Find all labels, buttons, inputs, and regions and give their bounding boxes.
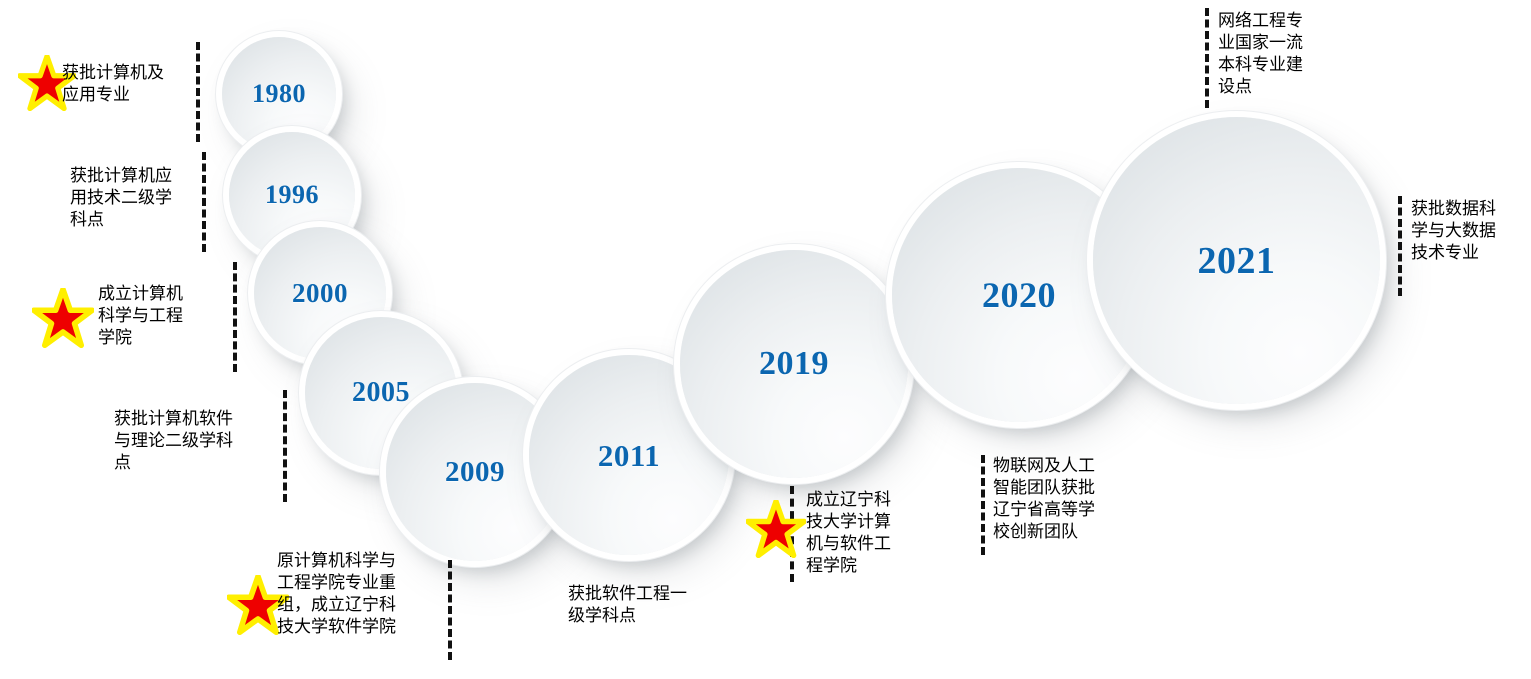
timeline-node-2021[interactable]: 2021 (1093, 117, 1380, 404)
year-label-2005: 2005 (352, 377, 410, 408)
connector-dash-2009 (448, 560, 452, 660)
note-2019: 成立辽宁科 技大学计算 机与软件工 程学院 (806, 490, 891, 576)
year-label-1980: 1980 (252, 79, 306, 108)
note-1980: 获批计算机及 应用专业 (62, 63, 164, 105)
note-2020: 物联网及人工 智能团队获批 辽宁省高等学 校创新团队 (993, 456, 1095, 542)
note-1996: 获批计算机应 用技术二级学 科点 (70, 166, 172, 230)
note-2011: 获批软件工程一 级学科点 (568, 584, 687, 626)
star-icon-1980 (18, 55, 76, 111)
year-label-2011: 2011 (597, 437, 661, 473)
star-icon-2009 (227, 575, 289, 635)
star-icon-2000 (32, 288, 94, 348)
connector-dash-1980 (196, 42, 200, 142)
year-label-2021: 2021 (1197, 239, 1276, 282)
timeline-node-2019[interactable]: 2019 (680, 250, 908, 478)
connector-dash-1996 (202, 152, 206, 252)
note-2000: 成立计算机 科学与工程 学院 (98, 284, 183, 348)
note-2009: 原计算机科学与 工程学院专业重 组，成立辽宁科 技大学软件学院 (277, 551, 396, 637)
connector-dash-2000 (233, 262, 237, 372)
year-label-1996: 1996 (265, 180, 319, 209)
note-2005: 获批计算机软件 与理论二级学科 点 (114, 409, 233, 473)
star-icon-2019 (746, 500, 806, 558)
year-label-2009: 2009 (445, 455, 505, 488)
connector-dash-2005 (283, 390, 287, 502)
timeline-node-1980[interactable]: 1980 (222, 37, 336, 151)
connector-dash-2020 (981, 455, 985, 555)
year-label-2019: 2019 (759, 345, 829, 382)
note-2021-top: 网络工程专 业国家一流 本科专业建 设点 (1218, 11, 1303, 97)
note-2021-right: 获批数据科 学与大数据 技术专业 (1411, 199, 1496, 263)
year-label-2020: 2020 (982, 275, 1056, 315)
connector-dash-2021-right (1398, 196, 1402, 296)
connector-dash-2021-top (1205, 8, 1209, 108)
year-label-2000: 2000 (292, 277, 348, 308)
